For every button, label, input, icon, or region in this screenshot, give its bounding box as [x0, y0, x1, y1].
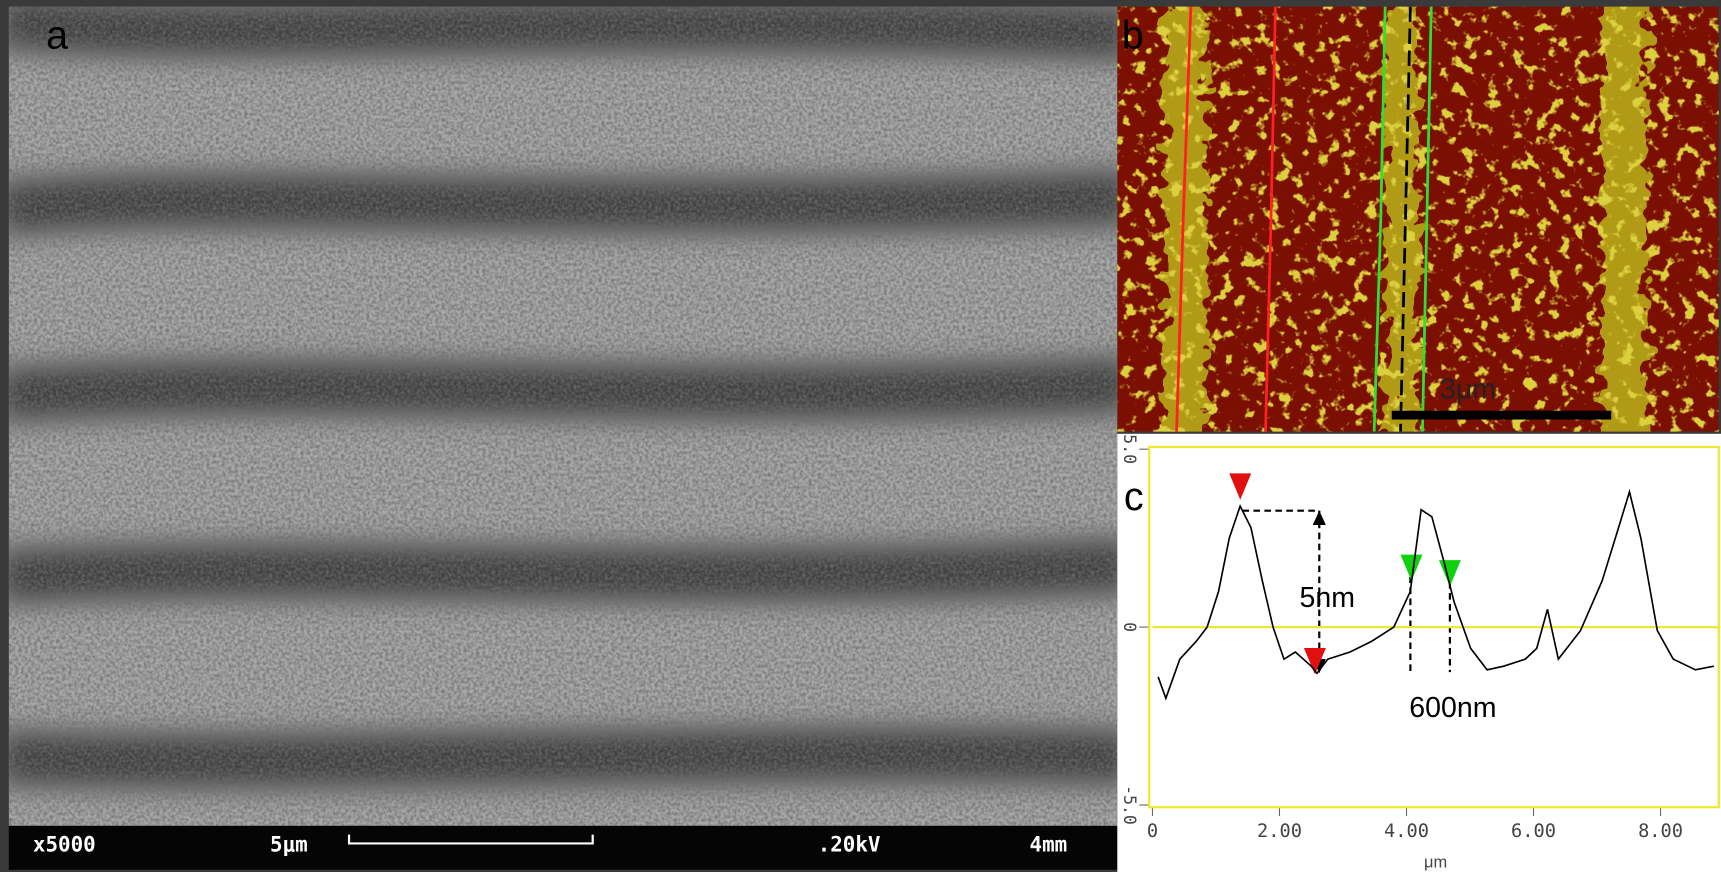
chart-background — [1117, 433, 1721, 872]
x-tick-label: 8.00 — [1638, 821, 1683, 842]
afm-image — [1117, 6, 1719, 432]
profile-line — [1157, 488, 1715, 701]
y-tick-label: -5.0 — [1120, 785, 1139, 825]
x-tick-label: 4.00 — [1384, 821, 1429, 842]
panel-label: c — [1124, 475, 1144, 519]
sem-scale-bar — [347, 834, 594, 845]
y-tick-label: 5.0 — [1120, 434, 1139, 464]
info-bar — [8, 825, 1118, 870]
plot-frame — [1148, 445, 1720, 809]
magnification: x5000 — [33, 833, 96, 857]
x-axis-label: μm — [1424, 854, 1447, 872]
y-tick-label: 0 — [1120, 622, 1139, 632]
afm-scale-bar — [1391, 410, 1612, 420]
scale-label: 5μm — [270, 833, 308, 857]
sem-image — [8, 6, 1118, 826]
x-tick-label: 2.00 — [1257, 821, 1302, 842]
x-tick-label: 6.00 — [1511, 821, 1556, 842]
annotation: 600nm — [1409, 692, 1496, 724]
x-tick-label: 0 — [1147, 821, 1158, 842]
panel-label: a — [46, 13, 68, 57]
afm-scale-label: 3μm — [1440, 374, 1496, 406]
voltage: .20kV — [818, 833, 881, 857]
annotation: 5nm — [1300, 582, 1355, 614]
info-bar-texts: x5000 5μm .20kV 4mm — [33, 833, 1067, 857]
working-distance: 4mm — [1030, 833, 1068, 857]
profile-chart: c μm 5nm 600nm -5.0 0 5.0 0 2.00 4.00 6.00 8.00 — [1117, 433, 1721, 872]
panel-label: b — [1122, 13, 1144, 57]
